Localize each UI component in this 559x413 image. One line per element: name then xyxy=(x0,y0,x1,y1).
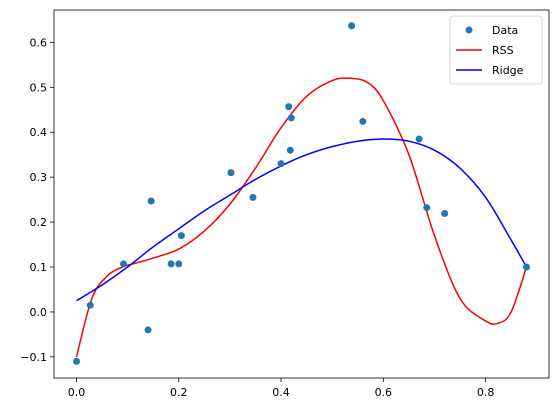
data-point xyxy=(441,210,449,218)
data-point xyxy=(348,22,356,30)
y-axis-ticks: −0.1 0.0 0.1 0.2 0.3 0.4 0.5 0.6 xyxy=(20,36,54,364)
y-tick-label: 0.3 xyxy=(30,171,48,184)
data-point xyxy=(249,193,257,201)
x-tick-label: 0.6 xyxy=(375,386,393,399)
data-point xyxy=(286,146,294,154)
y-tick-label: 0.1 xyxy=(30,261,48,274)
y-tick-label: 0.0 xyxy=(30,306,48,319)
data-point xyxy=(86,301,94,309)
x-axis-ticks: 0.0 0.2 0.4 0.6 0.8 xyxy=(68,378,495,399)
legend-data-label: Data xyxy=(492,24,518,37)
data-point xyxy=(415,135,423,143)
x-tick-label: 0.8 xyxy=(477,386,495,399)
data-point xyxy=(287,114,295,122)
data-point xyxy=(120,260,128,268)
data-point xyxy=(523,263,530,271)
data-point xyxy=(73,357,80,365)
data-point xyxy=(285,103,293,111)
plot-frame xyxy=(53,9,550,379)
x-tick-label: 0.2 xyxy=(170,386,188,399)
y-tick-label: 0.6 xyxy=(30,36,48,49)
data-point xyxy=(359,117,367,125)
x-tick-label: 0.0 xyxy=(68,386,86,399)
data-point xyxy=(167,260,175,268)
legend-box xyxy=(449,15,543,85)
data-point xyxy=(277,160,285,168)
data-point xyxy=(144,326,152,334)
data-point xyxy=(227,169,235,177)
y-tick-label: 0.2 xyxy=(30,216,48,229)
data-point xyxy=(175,260,183,268)
rss-line xyxy=(75,77,528,358)
legend: Data RSS Ridge xyxy=(449,15,543,85)
y-tick-label: 0.5 xyxy=(30,81,48,94)
legend-ridge-label: Ridge xyxy=(492,64,524,77)
ridge-line xyxy=(76,138,528,302)
data-point xyxy=(147,197,155,205)
data-point xyxy=(423,204,431,212)
plot-area xyxy=(73,22,530,365)
legend-rss-label: RSS xyxy=(492,44,514,57)
legend-data-marker xyxy=(465,26,473,34)
data-point xyxy=(177,232,185,240)
x-tick-label: 0.4 xyxy=(272,386,290,399)
y-tick-label: −0.1 xyxy=(20,351,47,364)
y-tick-label: 0.4 xyxy=(30,126,48,139)
